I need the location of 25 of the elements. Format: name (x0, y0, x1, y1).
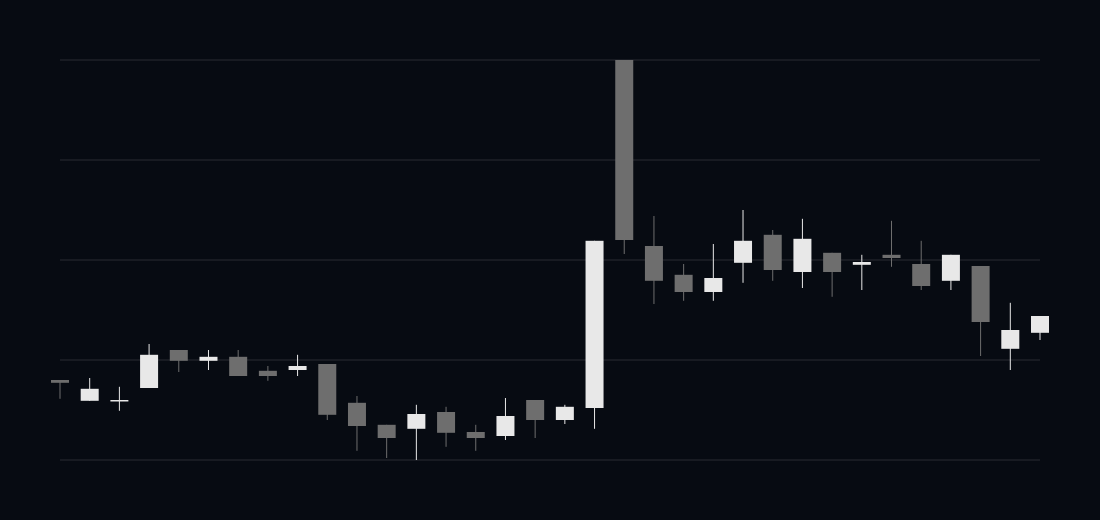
candlestick (1031, 315, 1049, 341)
candlestick (555, 404, 574, 425)
candlestick (229, 349, 248, 377)
candlestick (882, 220, 901, 268)
candlestick (1001, 302, 1020, 371)
candlestick (199, 349, 218, 371)
candlestick (674, 263, 693, 302)
candlestick (912, 240, 931, 291)
candlestick (169, 349, 188, 373)
candlestick (288, 354, 307, 377)
candlestick (466, 424, 485, 452)
candlestick (823, 252, 842, 298)
candlestick (110, 386, 129, 412)
candlestick (377, 424, 396, 459)
candlestick (852, 254, 871, 291)
candlestick (496, 397, 515, 441)
candlestick (80, 377, 99, 402)
candlestick (51, 379, 69, 400)
candlestick (526, 399, 545, 439)
candlestick (407, 404, 426, 461)
candlestick (258, 365, 277, 382)
candlestick (734, 209, 753, 284)
candlestick (437, 406, 456, 448)
candlestick (704, 243, 723, 302)
candlestick (347, 395, 366, 452)
